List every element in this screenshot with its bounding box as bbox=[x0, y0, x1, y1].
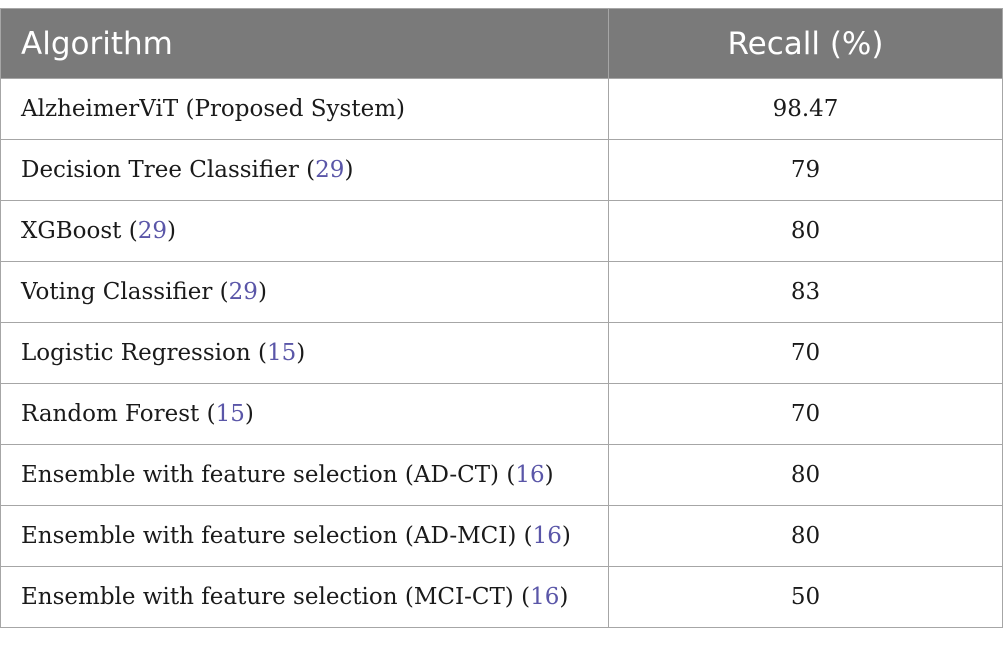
table-header-row: Algorithm Recall (%) bbox=[0, 8, 1003, 79]
algorithm-cell: Decision Tree Classifier (29) bbox=[0, 139, 609, 201]
table-body: AlzheimerViT (Proposed System) 98.47 Decis… bbox=[0, 78, 1003, 628]
reference-link[interactable]: 16 bbox=[530, 584, 560, 610]
table-row: AlzheimerViT (Proposed System) 98.47 bbox=[0, 78, 1003, 140]
reference-link[interactable]: 15 bbox=[266, 340, 297, 366]
table-row: Voting Classifier (29) 83 bbox=[0, 261, 1003, 323]
table-row: XGBoost (29) 80 bbox=[0, 200, 1003, 262]
recall-value-cell: 80 bbox=[608, 444, 1003, 506]
recall-value-cell: 70 bbox=[608, 383, 1003, 445]
reference-link[interactable]: 29 bbox=[137, 218, 167, 244]
recall-comparison-table: Algorithm Recall (%) AlzheimerViT (Propo… bbox=[0, 8, 1003, 628]
algorithm-cell: AlzheimerViT (Proposed System) bbox=[0, 78, 609, 140]
reference-link[interactable]: 16 bbox=[532, 523, 562, 549]
recall-value-cell: 98.47 bbox=[608, 78, 1003, 140]
table-row: Ensemble with feature selection (MCI-CT)… bbox=[0, 566, 1003, 628]
algorithm-cell: Ensemble with feature selection (AD-CT) … bbox=[0, 444, 609, 506]
column-header-algorithm: Algorithm bbox=[0, 8, 609, 79]
table-row: Logistic Regression (15) 70 bbox=[0, 322, 1003, 384]
column-header-recall: Recall (%) bbox=[608, 8, 1003, 79]
recall-value-cell: 80 bbox=[608, 505, 1003, 567]
recall-value-cell: 80 bbox=[608, 200, 1003, 262]
reference-link[interactable]: 15 bbox=[215, 401, 245, 427]
algorithm-cell: Ensemble with feature selection (MCI-CT)… bbox=[0, 566, 609, 628]
reference-link[interactable]: 29 bbox=[315, 157, 345, 183]
table-row: Random Forest (15) 70 bbox=[0, 383, 1003, 445]
algorithm-name: Ensemble with feature selection (AD-MCI) bbox=[21, 523, 517, 549]
algorithm-cell: Voting Classifier (29) bbox=[0, 261, 609, 323]
recall-value-cell: 50 bbox=[608, 566, 1003, 628]
algorithm-name: Ensemble with feature selection (AD-CT) bbox=[21, 462, 500, 488]
table-row: Decision Tree Classifier (29) 79 bbox=[0, 139, 1003, 201]
algorithm-name: AlzheimerViT (Proposed System) bbox=[21, 96, 405, 122]
algorithm-name: Decision Tree Classifier bbox=[21, 157, 299, 183]
algorithm-name: Logistic Regression bbox=[21, 340, 251, 366]
recall-value-cell: 79 bbox=[608, 139, 1003, 201]
recall-value-cell: 83 bbox=[608, 261, 1003, 323]
algorithm-cell: Random Forest (15) bbox=[0, 383, 609, 445]
algorithm-name: Random Forest bbox=[21, 401, 200, 427]
algorithm-name: Ensemble with feature selection (MCI-CT) bbox=[21, 584, 514, 610]
table-row: Ensemble with feature selection (AD-CT) … bbox=[0, 444, 1003, 506]
algorithm-name: XGBoost bbox=[21, 218, 122, 244]
reference-link[interactable]: 16 bbox=[515, 462, 545, 488]
recall-value-cell: 70 bbox=[608, 322, 1003, 384]
algorithm-cell: XGBoost (29) bbox=[0, 200, 609, 262]
algorithm-cell: Ensemble with feature selection (AD-MCI)… bbox=[0, 505, 609, 567]
reference-link[interactable]: 29 bbox=[228, 279, 258, 305]
algorithm-cell: Logistic Regression (15) bbox=[0, 322, 609, 384]
table-row: Ensemble with feature selection (AD-MCI)… bbox=[0, 505, 1003, 567]
algorithm-name: Voting Classifier bbox=[21, 279, 213, 305]
